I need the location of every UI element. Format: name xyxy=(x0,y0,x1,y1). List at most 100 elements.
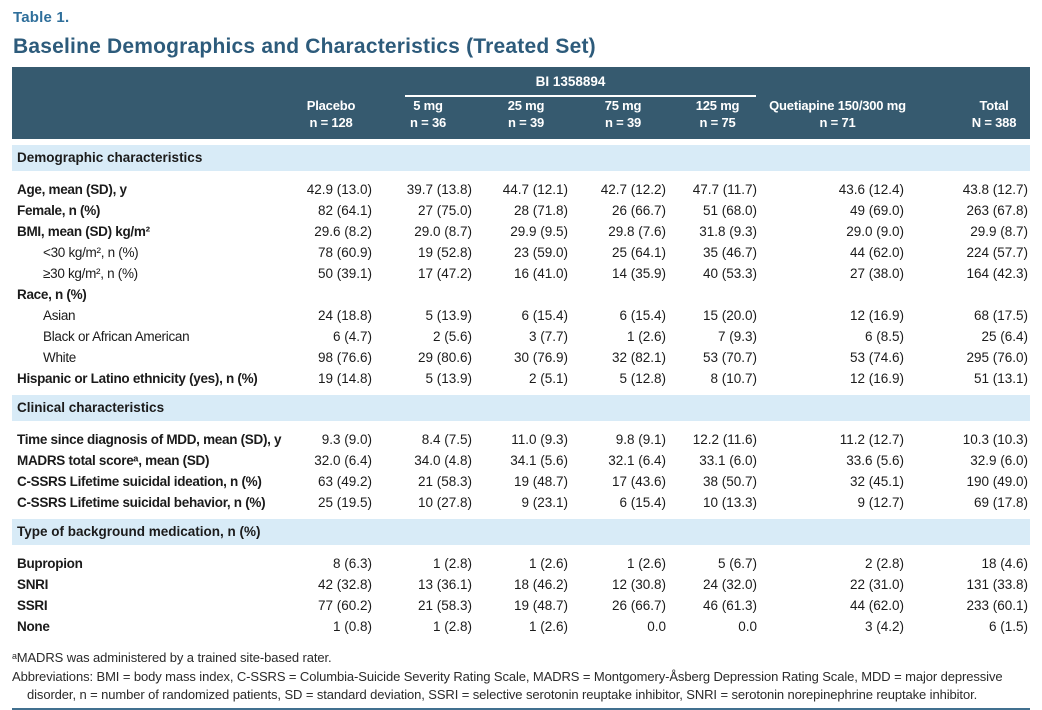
row-label: Asian xyxy=(43,308,76,323)
cell-value: 10 (13.3) xyxy=(702,495,757,510)
column-header-5mg: 5 mg n = 36 xyxy=(378,97,478,142)
table-row: BMI, mean (SD) kg/m² 29.6 (8.2) 29.0 (8.7)… xyxy=(12,221,1030,242)
cell-value: 69 (17.8) xyxy=(973,495,1028,510)
cell-value xyxy=(478,284,574,305)
cell-value: 27 (38.0) xyxy=(849,266,904,281)
cell-value: 82 (64.1) xyxy=(317,203,372,218)
cell-value: 190 (49.0) xyxy=(966,474,1028,489)
cell-value: 12.2 (11.6) xyxy=(692,432,757,447)
table-row: <30 kg/m², n (%) 78 (60.9) 19 (52.8) 23 (59… xyxy=(12,242,1030,263)
cell-value: 35 (46.7) xyxy=(702,245,757,260)
cell-value: 1 (2.6) xyxy=(626,556,666,571)
row-label: C-SSRS Lifetime suicidal behavior, n (%) xyxy=(17,495,266,510)
cell-value: 1 (0.8) xyxy=(332,619,372,634)
cell-value: 10 (27.8) xyxy=(417,495,472,510)
cell-value: 5 (13.9) xyxy=(425,308,472,323)
table-row: Hispanic or Latino ethnicity (yes), n (%… xyxy=(12,368,1030,392)
column-label: Quetiapine 150/300 mg xyxy=(769,98,906,113)
cell-value: 38 (50.7) xyxy=(702,474,757,489)
column-label: Total xyxy=(979,98,1009,113)
table-row: Age, mean (SD), y 42.9 (13.0) 39.7 (13.8) 4… xyxy=(12,175,1030,200)
group-header-cell: BI 1358894 xyxy=(378,67,763,97)
cell-value: 24 (18.8) xyxy=(317,308,372,323)
column-header-row: Placebo n = 128 5 mg n = 36 25 mg n = 39… xyxy=(12,97,1030,142)
column-header-125mg: 125 mg n = 75 xyxy=(672,97,763,142)
row-label: SSRI xyxy=(17,598,48,613)
row-label: C-SSRS Lifetime suicidal ideation, n (%) xyxy=(17,474,262,489)
header-spacer xyxy=(918,67,1030,97)
cell-value: 28 (71.8) xyxy=(513,203,568,218)
cell-value: 43.6 (12.4) xyxy=(838,182,904,197)
column-header-placebo: Placebo n = 128 xyxy=(284,97,378,142)
cell-value: 15 (20.0) xyxy=(702,308,757,323)
cell-value: 34.1 (5.6) xyxy=(510,453,568,468)
section-heading-row: Type of background medication, n (%) xyxy=(12,513,1030,553)
table-row: SSRI 77 (60.2) 21 (58.3) 19 (48.7) 26 (66.7)… xyxy=(12,595,1030,616)
table-row: C-SSRS Lifetime suicidal ideation, n (%)… xyxy=(12,471,1030,492)
cell-value: 47.7 (11.7) xyxy=(692,182,757,197)
cell-value: 44 (62.0) xyxy=(849,245,904,260)
row-label: Time since diagnosis of MDD, mean (SD), … xyxy=(17,432,282,447)
column-n: n = 75 xyxy=(699,115,736,130)
cell-value: 32 (82.1) xyxy=(611,350,666,365)
cell-value: 29.6 (8.2) xyxy=(314,224,372,239)
table-body: Demographic characteristics Age, mean (SD… xyxy=(12,139,1030,637)
column-n: n = 36 xyxy=(409,115,447,130)
header-spacer xyxy=(12,97,284,142)
cell-value: 25 (6.4) xyxy=(981,329,1028,344)
cell-value: 32.9 (6.0) xyxy=(970,453,1028,468)
table-row: MADRS total scoreᵃ, mean (SD) 32.0 (6.4) 3… xyxy=(12,450,1030,471)
column-n: n = 71 xyxy=(819,115,856,130)
cell-value: 19 (14.8) xyxy=(317,371,372,386)
cell-value: 10.3 (10.3) xyxy=(962,432,1028,447)
column-label: 125 mg xyxy=(695,98,740,113)
abbreviations: Abbreviations: BMI = body mass index, C-… xyxy=(12,669,1003,702)
cell-value: 12 (16.9) xyxy=(849,371,904,386)
row-label: Black or African American xyxy=(43,329,190,344)
table-row: C-SSRS Lifetime suicidal behavior, n (%)… xyxy=(12,492,1030,516)
section-heading: Type of background medication, n (%) xyxy=(12,513,1030,553)
cell-value: 21 (58.3) xyxy=(417,598,472,613)
cell-value: 1 (2.8) xyxy=(432,556,472,571)
bottom-rule xyxy=(12,708,1030,710)
cell-value: 68 (17.5) xyxy=(973,308,1028,323)
section-heading-row: Clinical characteristics xyxy=(12,389,1030,429)
cell-value: 50 (39.1) xyxy=(317,266,372,281)
cell-value: 25 (64.1) xyxy=(611,245,666,260)
cell-value: 77 (60.2) xyxy=(317,598,372,613)
cell-value: 29.0 (9.0) xyxy=(846,224,904,239)
row-label: <30 kg/m², n (%) xyxy=(43,245,139,260)
cell-value: 13 (36.1) xyxy=(417,577,472,592)
column-n: n = 128 xyxy=(309,115,353,130)
cell-value: 31.8 (9.3) xyxy=(699,224,757,239)
column-n: n = 39 xyxy=(507,115,545,130)
cell-value: 29 (80.6) xyxy=(417,350,472,365)
cell-value: 9 (12.7) xyxy=(857,495,904,510)
cell-value xyxy=(574,284,672,305)
table-number: Table 1. xyxy=(13,9,70,26)
cell-value: 5 (12.8) xyxy=(619,371,666,386)
row-label: BMI, mean (SD) kg/m² xyxy=(17,224,150,239)
cell-value: 1 (2.8) xyxy=(432,619,472,634)
row-label: Female, n (%) xyxy=(17,203,101,218)
cell-value: 233 (60.1) xyxy=(966,598,1028,613)
cell-value: 22 (31.0) xyxy=(849,577,904,592)
row-label: Bupropion xyxy=(17,556,83,571)
cell-value: 14 (35.9) xyxy=(611,266,666,281)
cell-value: 17 (43.6) xyxy=(611,474,666,489)
cell-value: 19 (48.7) xyxy=(513,474,568,489)
column-n: n = 39 xyxy=(604,115,642,130)
row-label: White xyxy=(43,350,77,365)
cell-value: 21 (58.3) xyxy=(417,474,472,489)
row-label: Hispanic or Latino ethnicity (yes), n (%… xyxy=(17,371,258,386)
cell-value: 6 (15.4) xyxy=(619,495,666,510)
section-heading-row: Demographic characteristics xyxy=(12,139,1030,179)
cell-value: 12 (16.9) xyxy=(849,308,904,323)
cell-value: 29.8 (7.6) xyxy=(608,224,666,239)
row-label: None xyxy=(17,619,50,634)
cell-value: 18 (46.2) xyxy=(513,577,568,592)
cell-value: 32.1 (6.4) xyxy=(608,453,666,468)
cell-value: 46 (61.3) xyxy=(702,598,757,613)
table-row: SNRI 42 (32.8) 13 (36.1) 18 (46.2) 12 (30.8)… xyxy=(12,574,1030,595)
cell-value: 32.0 (6.4) xyxy=(314,453,372,468)
